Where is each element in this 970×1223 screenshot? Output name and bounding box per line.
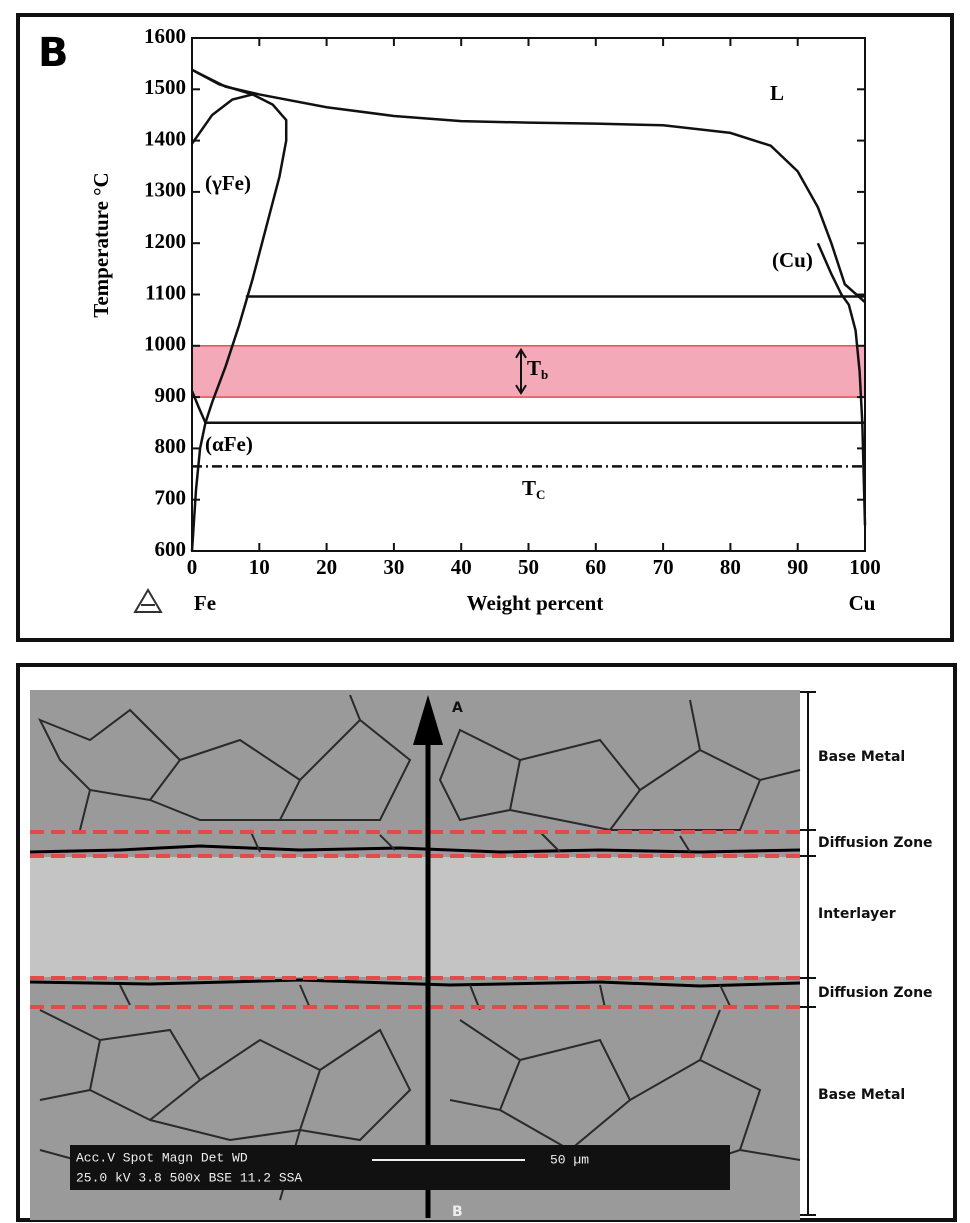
y-tick-label: 1100 [145,280,186,304]
annotation: (γFe) [205,171,251,195]
x-tick-label: 80 [720,555,741,579]
y-tick-label: 1200 [144,229,186,253]
annotation-text: (γFe) [205,171,251,195]
annotation-subscript: C [536,487,545,502]
annotation-text: (Cu) [772,248,813,272]
x-tick-label: 60 [585,555,606,579]
phase-boundary [190,422,207,552]
info-bar [70,1145,730,1190]
phase-boundary [816,242,867,526]
x-end-label: Cu [849,591,876,615]
x-tick-label: 30 [383,555,404,579]
arrow-head [413,695,443,745]
annotation-text: L [770,81,784,105]
annotation-subscript: b [541,367,548,382]
phase-boundary [190,93,253,145]
x-tick-label: 50 [518,555,539,579]
panel-label: B [38,30,69,76]
phase-boundary [191,68,866,304]
interlayer [30,857,800,977]
zone-label: Interlayer [818,906,896,922]
x-axis-title: Weight percent [467,591,604,615]
annotation: (Cu) [772,248,813,272]
panel-frame [16,13,954,642]
zone-boundaries [30,830,800,1009]
zone-label: Diffusion Zone [818,835,933,851]
micrograph: A B Acc.V Spot Magn Det WD 25.0 kV 3.8 5… [29,690,933,1220]
phase-diagram: 0 10 20 30 40 50 60 70 80 90 100 600 700 800 900 1000 11… [38,24,881,615]
y-tick-label: 1300 [144,178,186,202]
band-arrow [515,347,527,395]
zone-label: Base Metal [818,1087,905,1103]
x-end-label: Fe [194,591,216,615]
y-tick-label: 800 [155,434,187,458]
y-axis-title: Temperature °C [89,172,113,317]
arrow-label: A [452,700,463,716]
y-tick-label: 700 [155,486,187,510]
y-tick-label: 1400 [144,126,186,150]
y-tick-label: 600 [155,537,187,561]
y-tick-label: 1600 [144,24,186,48]
logo [133,588,163,613]
annotation: L [770,81,784,105]
scale-label: 50 µm [550,1152,589,1167]
info-header: Acc.V Spot Magn Det WD [76,1150,248,1165]
annotation-text: T [522,476,536,500]
x-tick-label: 100 [849,555,881,579]
zone-brackets [800,691,816,1216]
zone-label: Base Metal [818,749,905,765]
x-tick-label: 10 [249,555,270,579]
y-tick-label: 900 [155,383,187,407]
arrow-label: B [452,1204,463,1220]
x-tick-label: 20 [316,555,337,579]
temperature-band [191,345,866,398]
annotation-text: T [527,356,541,380]
x-tick-label: 40 [451,555,472,579]
annotation-text: (αFe) [205,432,253,456]
x-tick-label: 0 [187,555,198,579]
annotation: TC [522,476,545,502]
plot-frame [191,37,866,552]
y-tick-label: 1000 [144,332,186,356]
annotation: Tb [527,356,548,382]
zone-label: Diffusion Zone [818,985,933,1001]
phase-boundary [190,390,207,424]
x-tick-label: 90 [787,555,808,579]
y-tick-label: 1500 [144,75,186,99]
x-tick-label: 70 [653,555,674,579]
info-values: 25.0 kV 3.8 500x BSE 11.2 SSA [76,1170,302,1185]
annotation: (αFe) [205,432,253,456]
